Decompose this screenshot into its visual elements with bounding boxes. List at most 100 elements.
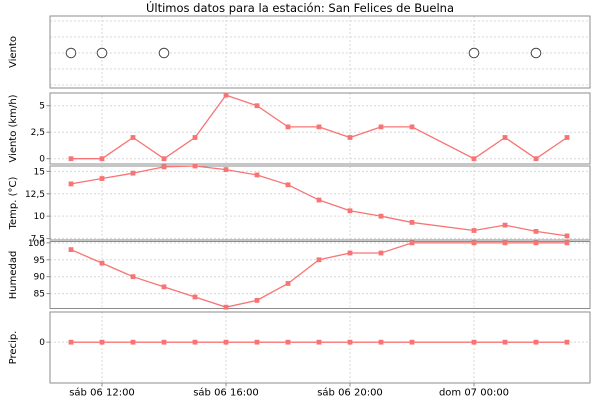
data-point-humedad: [192, 294, 198, 300]
data-point-precip: [285, 339, 291, 345]
data-point-temp: [533, 228, 539, 234]
x-tick-label: sáb 06 20:00: [317, 387, 383, 399]
data-point-viento-kmh: [99, 156, 105, 162]
data-point-temp: [68, 181, 74, 187]
data-point-temp: [409, 220, 415, 225]
data-point-temp: [378, 213, 384, 219]
calm-wind-circle: [158, 47, 170, 59]
data-point-precip: [99, 339, 105, 345]
series-line-viento-kmh: [71, 94, 568, 160]
data-point-temp: [316, 197, 322, 203]
data-point-humedad: [347, 250, 353, 256]
panel-viento-dir: Viento: [8, 15, 591, 89]
data-point-viento-kmh: [347, 135, 353, 140]
data-point-humedad: [378, 250, 384, 256]
data-point-precip: [192, 339, 198, 345]
calm-wind-circle: [65, 47, 77, 59]
data-point-temp: [285, 182, 291, 188]
y-axis-label-viento-kmh: Viento (km/h): [8, 94, 19, 162]
x-tick-label: dom 07 00:00: [439, 388, 509, 399]
panel-frame-viento-kmh: [49, 92, 591, 165]
data-point-humedad: [409, 240, 415, 246]
panel-frame-viento-dir: [49, 15, 591, 89]
series-line-temp: [70, 165, 568, 237]
panel-frame-precip: [49, 311, 591, 384]
y-axis-label-temp: Temp. (°C): [8, 177, 19, 231]
data-point-humedad: [502, 240, 508, 246]
data-point-temp: [130, 170, 136, 176]
data-point-precip: [471, 339, 477, 345]
data-point-viento-kmh: [378, 124, 384, 130]
data-point-temp: [347, 208, 353, 214]
panel-humedad: 85 90 95 100 Humedad: [8, 239, 591, 310]
y-tick-label: 100: [28, 239, 45, 249]
data-point-humedad: [254, 297, 260, 303]
y-tick-label: 90: [34, 273, 46, 283]
data-point-viento-kmh: [564, 135, 570, 140]
data-point-temp: [502, 222, 508, 228]
data-point-precip: [533, 339, 539, 345]
y-tick-label: 15: [34, 167, 45, 177]
panel-viento-kmh: 0 2,5 5 Viento (km/h): [8, 92, 591, 165]
data-point-viento-kmh: [130, 135, 136, 140]
data-point-humedad: [99, 260, 105, 266]
y-tick-label: 10: [34, 212, 46, 222]
x-tick-label: sáb 06 12:00: [69, 387, 135, 399]
data-point-humedad: [223, 304, 229, 310]
y-axis-label-precip: Precip.: [8, 331, 19, 365]
data-point-precip: [347, 339, 353, 345]
data-point-precip: [130, 339, 136, 345]
data-point-temp: [254, 172, 260, 178]
x-tick-label: sáb 06 16:00: [193, 387, 259, 399]
data-point-temp: [99, 176, 105, 181]
y-tick-label: 95: [34, 256, 45, 266]
data-point-humedad: [130, 274, 136, 280]
data-point-viento-kmh: [254, 103, 260, 109]
y-tick-label: 2,5: [31, 128, 45, 138]
data-point-viento-kmh: [533, 156, 539, 162]
data-point-precip: [254, 339, 260, 345]
data-point-humedad: [471, 240, 477, 246]
data-point-humedad: [316, 257, 322, 263]
data-point-precip: [409, 339, 415, 345]
chart-title: Últimos datos para la estación: San Feli…: [146, 0, 454, 15]
y-tick-label: 85: [34, 290, 45, 300]
data-point-viento-kmh: [502, 135, 508, 140]
data-point-precip: [378, 339, 384, 345]
y-axis-label-humedad: Humedad: [8, 251, 19, 300]
data-point-humedad: [533, 240, 539, 246]
data-point-temp: [471, 228, 477, 233]
panel-frame-temp: [49, 165, 591, 241]
data-point-viento-kmh: [161, 156, 167, 162]
data-point-viento-kmh: [223, 92, 229, 98]
data-point-precip: [161, 339, 167, 345]
calm-wind-circle: [530, 47, 542, 59]
data-point-precip: [223, 339, 229, 345]
data-point-precip: [316, 339, 322, 345]
data-point-temp: [161, 164, 167, 170]
data-point-viento-kmh: [471, 156, 477, 162]
data-point-temp: [223, 167, 229, 172]
data-point-viento-kmh: [316, 124, 322, 130]
panel-temp: 7,5 10 12,5 15 Temp. (°C): [8, 163, 591, 245]
series-line-humedad: [70, 242, 567, 308]
y-tick-label: 12,5: [25, 190, 45, 200]
data-point-precip: [502, 339, 508, 345]
data-point-temp: [192, 163, 198, 169]
y-axis-label-viento-dir: Viento: [8, 36, 19, 68]
data-point-temp: [564, 233, 570, 239]
data-point-humedad: [161, 284, 167, 290]
panel-frame-humedad: [49, 241, 591, 309]
data-point-viento-kmh: [192, 135, 198, 140]
calm-wind-circle: [468, 47, 480, 59]
data-point-humedad: [68, 247, 74, 253]
y-tick-label: 5: [39, 102, 45, 112]
data-point-precip: [564, 339, 570, 345]
data-point-viento-kmh: [409, 124, 415, 130]
data-point-viento-kmh: [285, 124, 291, 130]
y-tick-label: 7,5: [31, 235, 45, 245]
data-point-precip: [68, 339, 74, 345]
data-point-humedad: [564, 240, 570, 246]
